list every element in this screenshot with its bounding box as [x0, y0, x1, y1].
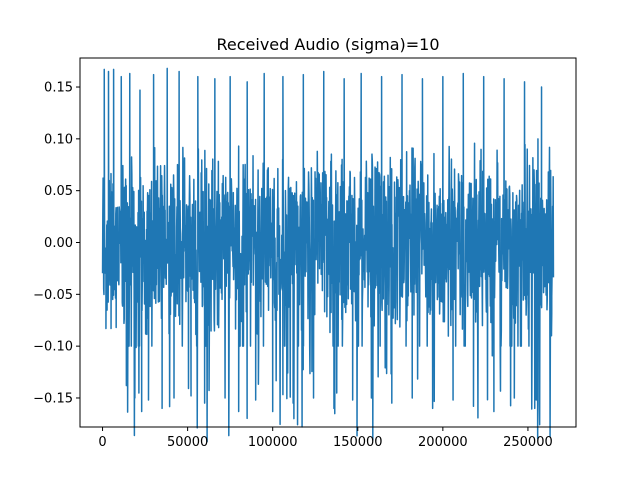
x-tick-label: 0: [98, 435, 106, 450]
y-tick-label: −0.05: [33, 288, 73, 303]
x-tick-label: 200000: [418, 435, 468, 450]
x-tick-label: 100000: [248, 435, 298, 450]
series-line: [101, 67, 555, 443]
y-axis: 0.15 0.10 0.05 0.00 −0.05 −0.10 −0.15: [33, 81, 80, 406]
x-tick-label: 50000: [167, 435, 208, 450]
y-tick-label: 0.10: [44, 132, 73, 147]
y-tick-label: 0.15: [44, 81, 73, 96]
x-axis: 0 50000 100000 150000 200000 250000: [98, 427, 553, 450]
y-tick-label: −0.10: [33, 340, 73, 355]
y-tick-label: −0.15: [33, 391, 73, 406]
x-tick-label: 250000: [503, 435, 553, 450]
x-tick-label: 150000: [333, 435, 383, 450]
y-tick-label: 0.05: [44, 184, 73, 199]
y-tick-label: 0.00: [44, 236, 73, 251]
chart-title: Received Audio (sigma)=10: [216, 35, 439, 54]
plot-marks: [101, 67, 555, 443]
